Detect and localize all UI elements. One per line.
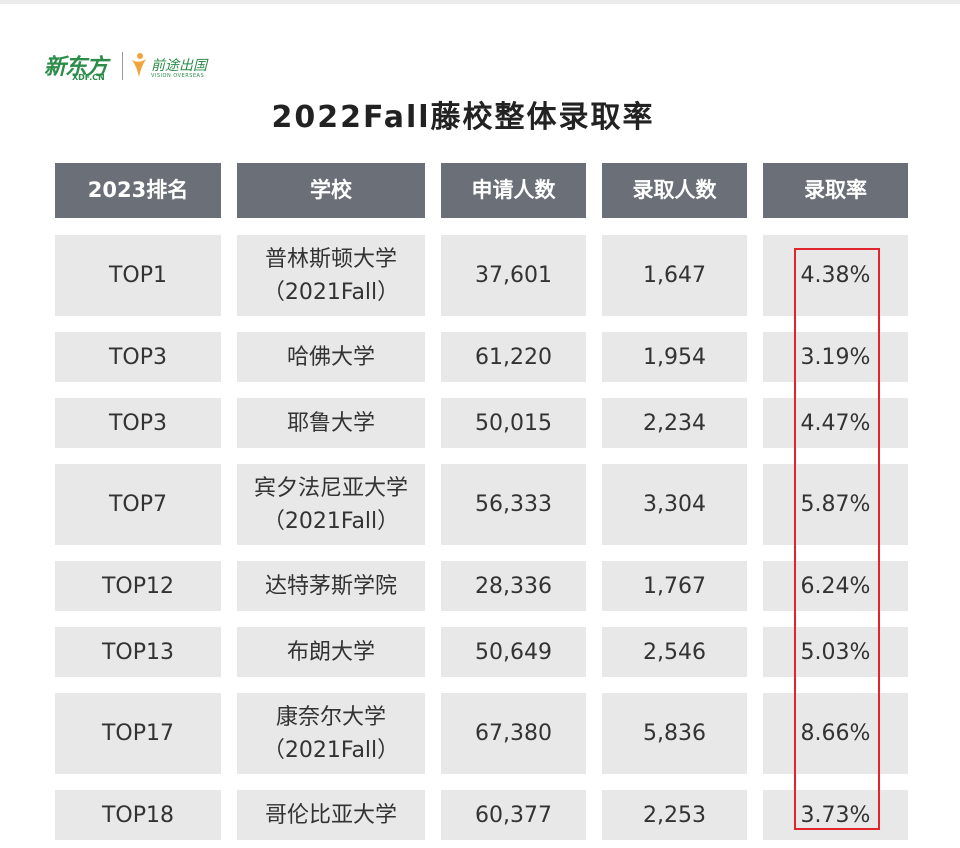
school-name: 达特茅斯学院	[264, 573, 397, 599]
logo-divider	[122, 52, 123, 80]
cell-rank: TOP17	[55, 693, 221, 774]
logo-brand-cn: 新东方	[44, 55, 108, 80]
cell-rate: 3.19%	[763, 332, 908, 382]
cell-rate: 5.87%	[763, 464, 908, 545]
cell-rank: TOP3	[55, 332, 221, 382]
cell-applicants: 60,377	[441, 790, 586, 840]
cell-admitted: 2,234	[602, 398, 747, 448]
cell-school: 耶鲁大学	[237, 398, 425, 448]
school-name: 布朗大学	[286, 639, 375, 665]
cell-rate: 3.73%	[763, 790, 908, 840]
school-name: 耶鲁大学	[286, 410, 375, 436]
school-name: 普林斯顿大学	[264, 246, 397, 272]
cell-school: 宾夕法尼亚大学 （2021Fall）	[237, 464, 425, 545]
cell-admitted: 1,647	[602, 235, 747, 316]
cell-applicants: 56,333	[441, 464, 586, 545]
school-note: （2021Fall）	[262, 737, 400, 763]
cell-admitted: 2,253	[602, 790, 747, 840]
school-name: 宾夕法尼亚大学	[253, 475, 408, 501]
cell-rank: TOP1	[55, 235, 221, 316]
cell-rate: 4.47%	[763, 398, 908, 448]
cell-school: 康奈尔大学 （2021Fall）	[237, 693, 425, 774]
school-note: （2021Fall）	[262, 279, 400, 305]
xdf-logo: 新东方 XDF.CN	[44, 49, 118, 83]
header-admitted: 录取人数	[602, 163, 747, 218]
cell-rank: TOP7	[55, 464, 221, 545]
logo-brand-en: XDF.CN	[72, 73, 105, 82]
header-rate: 录取率	[763, 163, 908, 218]
header-rank: 2023排名	[55, 163, 221, 218]
cell-school: 哥伦比亚大学	[237, 790, 425, 840]
school-note: （2021Fall）	[262, 508, 400, 534]
logo: 新东方 XDF.CN 前途出国 VISION OVERSEAS	[44, 48, 225, 84]
cell-applicants: 61,220	[441, 332, 586, 382]
cell-applicants: 67,380	[441, 693, 586, 774]
school-name: 哈佛大学	[286, 344, 375, 370]
cell-rank: TOP13	[55, 627, 221, 677]
cell-rank: TOP3	[55, 398, 221, 448]
school-name: 康奈尔大学	[275, 704, 386, 730]
cell-rate: 6.24%	[763, 561, 908, 611]
header-school: 学校	[237, 163, 425, 218]
cell-applicants: 50,015	[441, 398, 586, 448]
cell-school: 达特茅斯学院	[237, 561, 425, 611]
cell-rate: 5.03%	[763, 627, 908, 677]
cell-admitted: 1,767	[602, 561, 747, 611]
cell-rate: 8.66%	[763, 693, 908, 774]
cell-rank: TOP12	[55, 561, 221, 611]
cell-school: 普林斯顿大学 （2021Fall）	[237, 235, 425, 316]
cell-school: 哈佛大学	[237, 332, 425, 382]
logo-sub-en: VISION OVERSEAS	[151, 73, 205, 79]
cell-applicants: 28,336	[441, 561, 586, 611]
page-title: 2022Fall藤校整体录取率	[271, 100, 655, 135]
rate-highlight-box	[794, 248, 880, 830]
cell-admitted: 3,304	[602, 464, 747, 545]
school-name: 哥伦比亚大学	[264, 802, 397, 828]
cell-applicants: 37,601	[441, 235, 586, 316]
logo-sub-cn: 前途出国	[151, 58, 207, 74]
cell-admitted: 2,546	[602, 627, 747, 677]
header-applicants: 申请人数	[441, 163, 586, 218]
figure-icon	[132, 53, 146, 77]
cell-school: 布朗大学	[237, 627, 425, 677]
cell-admitted: 1,954	[602, 332, 747, 382]
cell-rank: TOP18	[55, 790, 221, 840]
vision-overseas-logo: 前途出国 VISION OVERSEAS	[129, 49, 225, 83]
cell-admitted: 5,836	[602, 693, 747, 774]
cell-applicants: 50,649	[441, 627, 586, 677]
